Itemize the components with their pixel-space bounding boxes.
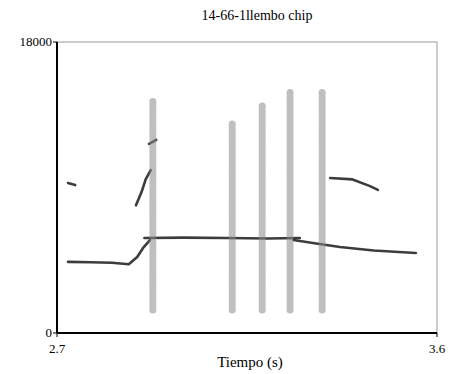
broadband-click [149, 100, 156, 310]
chart: 14-66-1llembo chip 0 18000 2.7 3.6 Tiempo (s) [0, 0, 455, 374]
x-axis-title: Tiempo (s) [217, 354, 283, 371]
broadband-click [287, 90, 294, 310]
frame [57, 42, 437, 333]
y-tick-label: 0 [46, 325, 53, 340]
y-tick [53, 333, 57, 334]
trace [144, 236, 299, 239]
y-tick [53, 42, 57, 43]
trace [293, 240, 415, 253]
y-axis [56, 42, 58, 333]
x-tick-label: 2.7 [49, 341, 66, 356]
marks [68, 90, 416, 310]
broadband-click [229, 123, 236, 310]
broadband-click [319, 90, 326, 310]
x-tick-label: 3.6 [429, 341, 446, 356]
trace [136, 170, 151, 205]
trace [68, 240, 150, 264]
title: 14-66-1llembo chip [202, 8, 313, 23]
y-tick-label: 18000 [20, 34, 53, 49]
x-axis [57, 332, 437, 334]
trace [330, 178, 378, 190]
broadband-click [259, 103, 266, 310]
trace [68, 183, 75, 185]
x-tick [437, 333, 438, 337]
x-tick [57, 333, 58, 337]
